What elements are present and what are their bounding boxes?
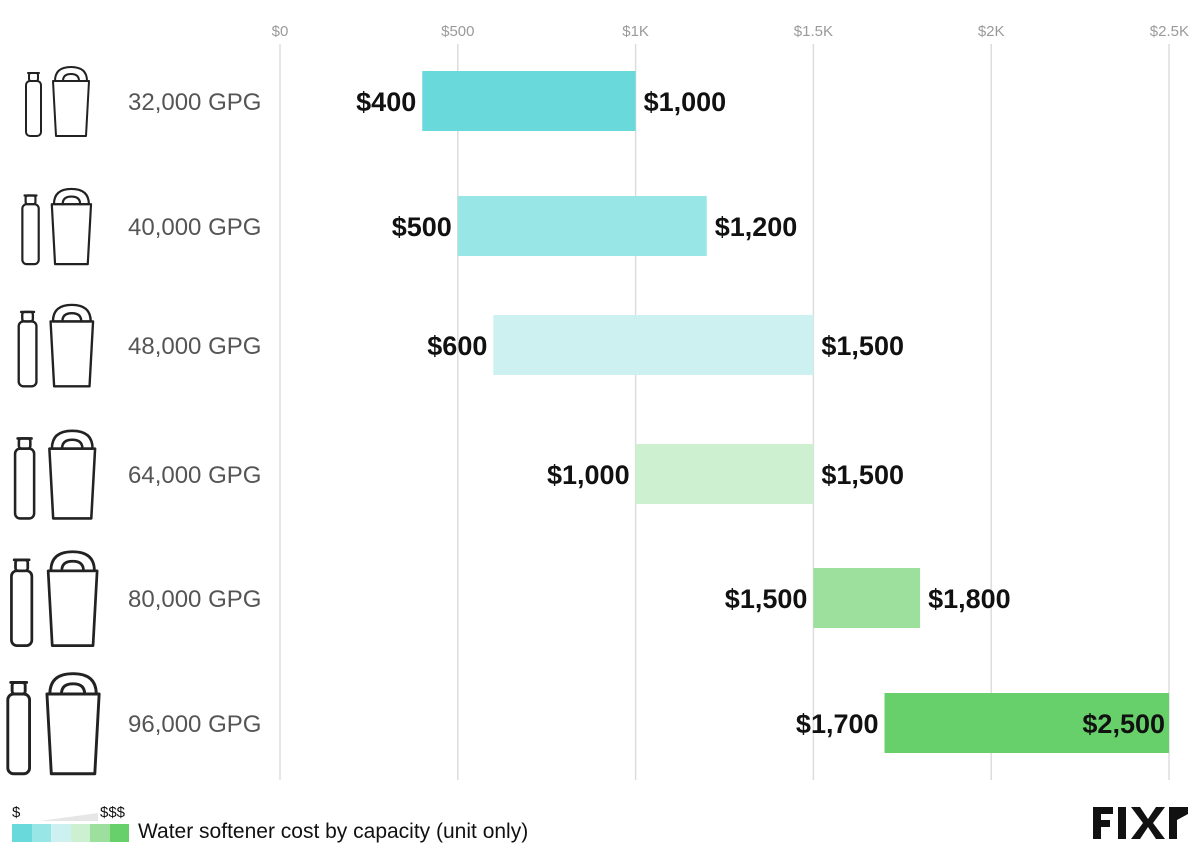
- high-value-label: $1,500: [821, 331, 904, 361]
- range-chart: $0 $500 $1K $1.5K $2K $2.5K 32,000 GPG 40,000 …: [6, 23, 1189, 780]
- water-softener-icon: [17, 303, 95, 388]
- range-bar: [884, 693, 1169, 753]
- water-softener-icon: [10, 550, 99, 647]
- range-bar: [635, 444, 814, 504]
- high-value-label: $2,500: [1082, 709, 1165, 739]
- x-axis-ticks: $0 $500 $1K $1.5K $2K $2.5K: [272, 23, 1189, 40]
- category-label: 48,000 GPG: [128, 333, 261, 360]
- legend-swatches: [12, 824, 129, 842]
- water-softener-icon: [21, 187, 93, 266]
- gridlines: [279, 44, 1170, 780]
- low-value-label: $1,700: [796, 709, 879, 739]
- legend-swatch: [109, 824, 129, 842]
- category-labels: 32,000 GPG 40,000 GPG 48,000 GPG 64,000 GPG…: [128, 89, 261, 738]
- category-label: 32,000 GPG: [128, 89, 261, 116]
- legend-swatch: [51, 824, 71, 842]
- legend-swatch: [12, 824, 32, 842]
- low-value-label: $600: [427, 331, 487, 361]
- capacity-icons: [6, 66, 101, 776]
- water-softener-icon: [6, 672, 101, 776]
- x-tick-label: $1K: [622, 23, 649, 40]
- high-value-label: $1,800: [928, 584, 1011, 614]
- low-value-label: $1,000: [547, 460, 630, 490]
- range-bar: [493, 315, 814, 375]
- legend-low-label: $: [12, 804, 21, 821]
- legend-swatch: [90, 824, 110, 842]
- high-value-label: $1,000: [644, 87, 727, 117]
- range-bar: [422, 71, 636, 131]
- x-tick-label: $1.5K: [794, 23, 833, 40]
- legend: $ $$$ Water softener cost by capacity (u…: [12, 804, 712, 844]
- category-label: 96,000 GPG: [128, 711, 261, 738]
- x-tick-label: $2.5K: [1150, 23, 1189, 40]
- x-tick-label: $2K: [978, 23, 1005, 40]
- x-tick-label: $500: [441, 23, 474, 40]
- fixr-logo: [1093, 807, 1188, 839]
- legend-swatch: [31, 824, 51, 842]
- range-bar: [813, 568, 921, 628]
- high-value-label: $1,500: [821, 460, 904, 490]
- category-label: 40,000 GPG: [128, 214, 261, 241]
- high-value-label: $1,200: [715, 212, 798, 242]
- value-labels: $400 $1,000 $500 $1,200 $600 $1,500 $1,000 $1,5…: [356, 87, 1165, 739]
- low-value-label: $500: [392, 212, 452, 242]
- legend-high-label: $$$: [100, 804, 126, 821]
- legend-swatch: [70, 824, 90, 842]
- range-bar: [457, 196, 707, 256]
- range-bars: [422, 71, 1169, 753]
- legend-caption: Water softener cost by capacity (unit on…: [138, 820, 529, 843]
- category-label: 64,000 GPG: [128, 462, 261, 489]
- category-label: 80,000 GPG: [128, 586, 261, 613]
- water-softener-icon: [13, 429, 97, 520]
- legend-scale-wedge: [40, 813, 98, 821]
- water-softener-icon: [25, 66, 90, 137]
- low-value-label: $400: [356, 87, 416, 117]
- low-value-label: $1,500: [725, 584, 808, 614]
- x-tick-label: $0: [272, 23, 289, 40]
